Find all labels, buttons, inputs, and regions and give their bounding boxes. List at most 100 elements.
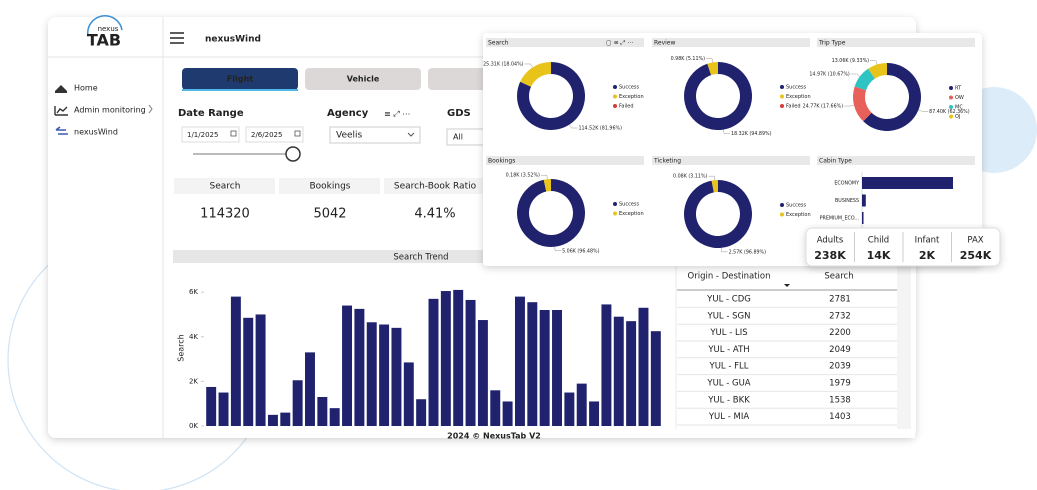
table-cell: YUL - SGN bbox=[707, 311, 751, 321]
filter-label: GDS bbox=[447, 108, 471, 119]
bar bbox=[527, 302, 538, 426]
legend-label: OJ bbox=[955, 114, 960, 120]
dropdown[interactable] bbox=[329, 126, 421, 144]
donut-slice bbox=[854, 68, 875, 91]
slice-label: 114.52K (81.96%) bbox=[578, 126, 622, 132]
bar bbox=[354, 308, 365, 426]
kpi-header bbox=[174, 178, 275, 194]
date-value: 1/1/2025 bbox=[187, 131, 218, 139]
leader-line bbox=[723, 129, 731, 134]
date-input[interactable] bbox=[245, 126, 304, 143]
leader-line bbox=[569, 124, 578, 129]
legend-label: OW bbox=[955, 95, 964, 101]
slice-label: 13.06K (9.33%) bbox=[832, 58, 870, 64]
footer: 2024 © NexusTab V2 bbox=[447, 432, 541, 441]
legend-label: MC bbox=[955, 105, 963, 111]
bar bbox=[502, 401, 513, 426]
bar bbox=[514, 296, 525, 426]
donut-slice bbox=[684, 61, 753, 130]
pax-label: Adults bbox=[817, 236, 844, 246]
slice-label: 0.18K (3.52%) bbox=[506, 173, 540, 179]
panel-header bbox=[817, 38, 975, 47]
legend-swatch bbox=[949, 95, 953, 100]
legend-swatch bbox=[780, 85, 784, 89]
sidebar-item[interactable]: Admin monitoring bbox=[74, 106, 146, 115]
sort-caret bbox=[784, 284, 790, 287]
dropdown-chevron bbox=[407, 132, 415, 137]
bar bbox=[576, 383, 587, 426]
table-cell: YUL - LIS bbox=[709, 328, 747, 338]
leader-line bbox=[720, 247, 728, 253]
bar bbox=[305, 352, 315, 426]
bar bbox=[650, 331, 661, 426]
home-icon bbox=[55, 85, 67, 93]
legend-label: Success bbox=[786, 85, 807, 91]
app-name: nexusWind bbox=[205, 35, 261, 45]
bar bbox=[230, 296, 241, 426]
tab-underline bbox=[182, 89, 298, 91]
bar bbox=[379, 324, 390, 426]
bar bbox=[862, 177, 953, 189]
bar bbox=[601, 304, 612, 426]
legend-label: Exception bbox=[619, 94, 644, 100]
kpi-value: 114320 bbox=[200, 207, 250, 222]
legend-label: Success bbox=[786, 203, 807, 209]
legend-swatch bbox=[780, 104, 784, 108]
category-label: PREMIUM_ECO... bbox=[820, 216, 859, 222]
bar bbox=[440, 291, 451, 426]
leader-line bbox=[524, 63, 533, 68]
column-header[interactable]: Search bbox=[824, 272, 853, 282]
table-cell: 2039 bbox=[829, 362, 851, 372]
sidebar-item[interactable]: Home bbox=[74, 84, 98, 93]
bar bbox=[317, 397, 328, 426]
menu-button[interactable] bbox=[170, 32, 184, 44]
panel-title: Cabin Type bbox=[819, 158, 852, 165]
column-header[interactable]: Origin - Destination bbox=[688, 272, 771, 282]
bar bbox=[280, 412, 291, 426]
slice-label: 18.32K (94.89%) bbox=[731, 131, 772, 137]
category-label: ECONOMY bbox=[834, 181, 859, 187]
bar bbox=[255, 314, 266, 426]
leader-line bbox=[918, 109, 929, 112]
date-input[interactable] bbox=[181, 126, 240, 143]
bar bbox=[552, 310, 562, 426]
tab[interactable] bbox=[182, 68, 298, 90]
leader-line bbox=[554, 246, 562, 252]
slider-knob[interactable] bbox=[285, 146, 301, 162]
legend-swatch bbox=[780, 203, 784, 207]
legend-label: Exception bbox=[786, 212, 811, 218]
admin-icon bbox=[54, 106, 68, 116]
pax-label: Child bbox=[868, 236, 889, 246]
slice-label: 2.57K (96.89%) bbox=[729, 249, 767, 255]
kpi-label: Bookings bbox=[309, 182, 350, 192]
legend-label: Failed bbox=[786, 104, 801, 110]
panel-header bbox=[652, 156, 810, 165]
slice-label: 5.06K (96.48%) bbox=[562, 248, 600, 254]
tab[interactable] bbox=[305, 68, 421, 90]
bar bbox=[267, 414, 278, 426]
slice-label: 25.31K (18.04%) bbox=[483, 61, 524, 67]
logo-arc bbox=[86, 14, 123, 37]
kpi-header bbox=[279, 178, 380, 194]
panel-icons: ▢ ≡ ⤢ ⋯ bbox=[606, 40, 633, 47]
y-tick-label: 4K bbox=[189, 333, 198, 341]
donut-slice bbox=[863, 63, 922, 131]
tab-label: Vehicle bbox=[347, 75, 380, 84]
donut-slice bbox=[868, 63, 887, 79]
dropdown-value: Veelis bbox=[336, 131, 363, 141]
bar bbox=[453, 289, 464, 426]
panel-title: Bookings bbox=[488, 158, 515, 165]
bar bbox=[218, 392, 229, 426]
legend-label: Success bbox=[619, 85, 640, 91]
legend-label: Failed bbox=[619, 104, 634, 110]
logo-small: nexus bbox=[98, 25, 119, 33]
bar bbox=[366, 322, 377, 426]
legend-swatch bbox=[613, 202, 617, 206]
donut-slice bbox=[684, 180, 753, 248]
sidebar-item[interactable]: nexusWind bbox=[74, 128, 118, 137]
slice-label: 24.77K (17.66%) bbox=[803, 104, 844, 110]
pax-label: Infant bbox=[915, 236, 940, 246]
legend-label: RT bbox=[955, 86, 962, 92]
slice-label: 14.97K (10.67%) bbox=[809, 72, 850, 78]
bar bbox=[564, 392, 575, 426]
